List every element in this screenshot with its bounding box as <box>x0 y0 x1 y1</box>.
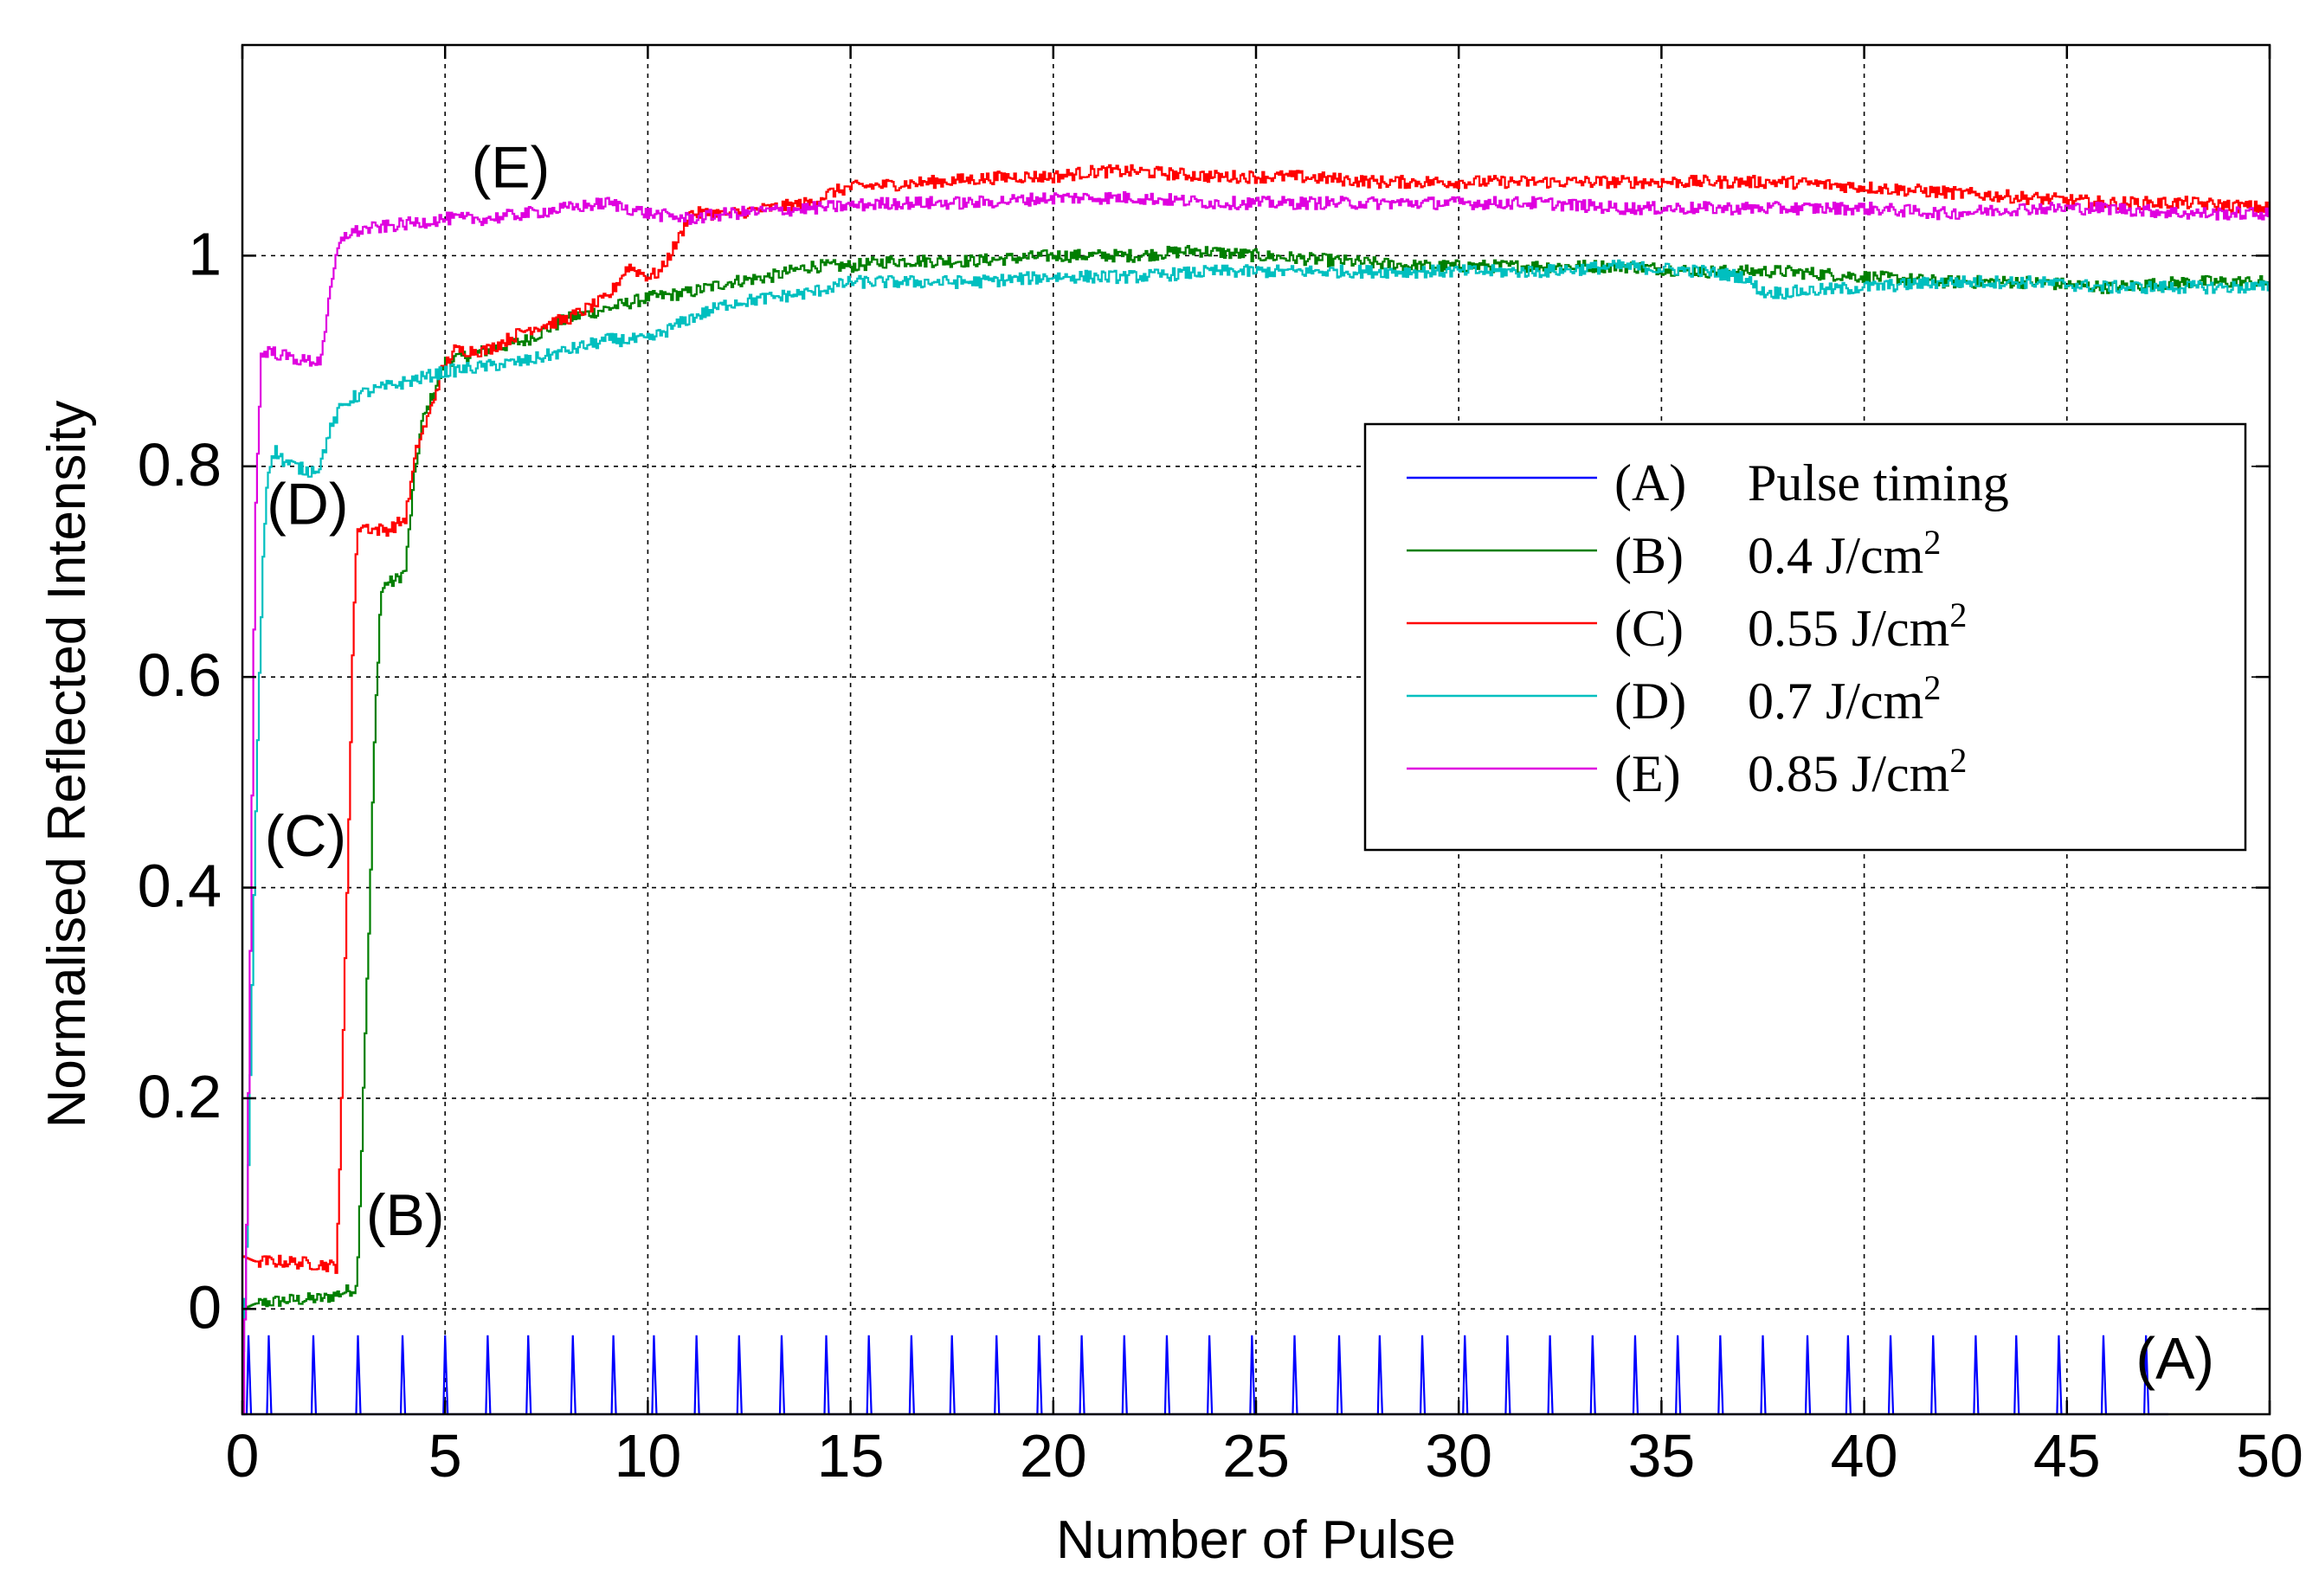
legend-text-A: Pulse timing <box>1748 454 2009 512</box>
x-tick-label-2: 10 <box>614 1422 681 1490</box>
x-tick-label-10: 50 <box>2236 1422 2303 1490</box>
series-C-line <box>242 164 2271 1274</box>
x-tick-label-6: 30 <box>1425 1422 1492 1490</box>
x-axis-label: Number of Pulse <box>1056 1510 1456 1570</box>
y-axis-label: Normalised Reflected Intensity <box>37 401 97 1129</box>
legend-tag-B: (B) <box>1614 527 1684 584</box>
x-tick-label-7: 35 <box>1627 1422 1695 1490</box>
legend-entry-E: (E) 0.85 J/cm2 <box>1407 741 1967 802</box>
legend-text-main-E: 0.85 J/cm <box>1748 745 1949 802</box>
legend-entry-B: (B) 0.4 J/cm2 <box>1407 523 1941 584</box>
legend-text-D: 0.7 J/cm2 <box>1748 668 1941 730</box>
legend-text-main-C: 0.55 J/cm <box>1748 600 1949 657</box>
curve-label-E: (E) <box>472 134 551 200</box>
legend-entry-A: (A) Pulse timing <box>1407 454 2009 512</box>
legend-tag-E: (E) <box>1614 745 1681 802</box>
curve-label-B: (B) <box>366 1182 445 1248</box>
y-tick-label-4: 0.8 <box>138 431 222 499</box>
legend: (A) Pulse timing(B) 0.4 J/cm2(C) 0.55 J/cm2… <box>1363 422 2247 852</box>
x-tick-label-5: 25 <box>1222 1422 1290 1490</box>
legend-tag-D: (D) <box>1614 673 1686 730</box>
series-B-line <box>242 245 2271 1310</box>
legend-superscript-E: 2 <box>1949 741 1967 780</box>
axes-ticks: 0 5 10 15 20 25 30 35 40 45 50 0 0.2 0.4 0.6 0.8 1 <box>138 45 2303 1490</box>
curve-label-D: (D) <box>267 472 348 537</box>
legend-superscript-B: 2 <box>1923 523 1941 562</box>
legend-text-B: 0.4 J/cm2 <box>1748 523 1941 584</box>
legend-entry-C: (C) 0.55 J/cm2 <box>1407 595 1967 657</box>
curve-label-A: (A) <box>2135 1326 2214 1392</box>
x-tick-label-0: 0 <box>226 1422 260 1490</box>
x-tick-label-8: 40 <box>1831 1422 1898 1490</box>
y-tick-label-5: 1 <box>188 220 222 287</box>
series-D-line <box>242 259 2271 1353</box>
y-tick-label-1: 0.2 <box>138 1063 222 1130</box>
y-tick-label-0: 0 <box>188 1273 222 1341</box>
series-E-line <box>242 190 2271 1416</box>
x-tick-label-3: 15 <box>817 1422 885 1490</box>
legend-text-C: 0.55 J/cm2 <box>1748 595 1967 657</box>
legend-text-main-A: Pulse timing <box>1748 454 2009 512</box>
x-tick-label-4: 20 <box>1020 1422 1087 1490</box>
legend-tag-C: (C) <box>1614 600 1684 657</box>
legend-entry-D: (D) 0.7 J/cm2 <box>1407 668 1941 730</box>
legend-box <box>1363 422 2247 852</box>
curve-label-C: (C) <box>265 803 346 869</box>
y-tick-label-2: 0.4 <box>138 853 222 920</box>
x-tick-label-1: 5 <box>428 1422 462 1490</box>
curve-labels: (A) (B) (C) (D) (E) <box>265 134 2214 1391</box>
y-tick-label-3: 0.6 <box>138 641 222 709</box>
legend-tag-A: (A) <box>1614 454 1686 512</box>
legend-text-E: 0.85 J/cm2 <box>1748 741 1967 802</box>
x-tick-label-9: 45 <box>2033 1422 2101 1490</box>
legend-superscript-D: 2 <box>1923 668 1941 707</box>
legend-text-main-B: 0.4 J/cm <box>1748 527 1923 584</box>
legend-text-main-D: 0.7 J/cm <box>1748 673 1923 730</box>
legend-superscript-C: 2 <box>1949 595 1967 634</box>
